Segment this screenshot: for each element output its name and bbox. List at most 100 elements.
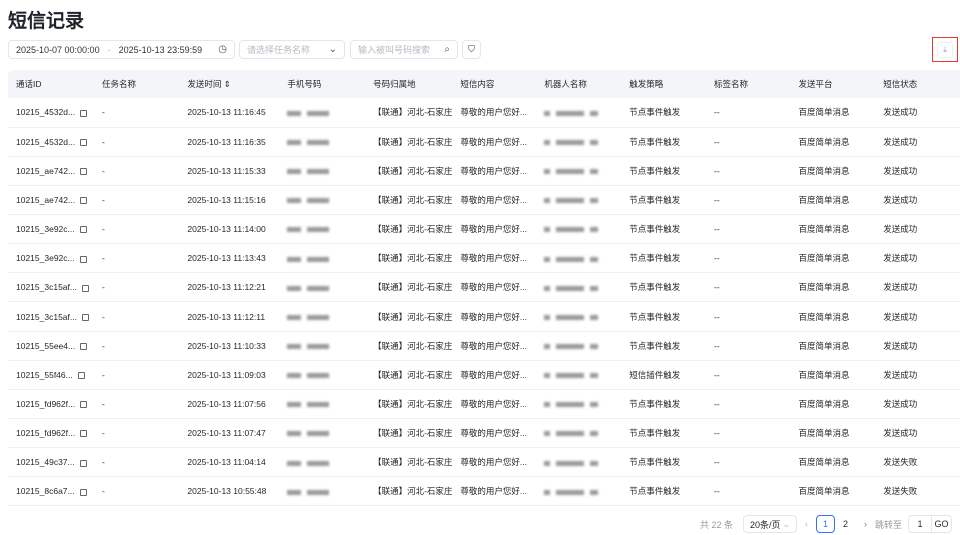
task-name: -: [101, 340, 105, 351]
sms-status: 发送成功: [883, 311, 918, 322]
table-row: 10215_3e92c... - 2025-10-13 11:14:00 【联通】河北…: [8, 214, 960, 245]
sms-content: 尊敬的用户您好...: [460, 457, 528, 468]
column-header: 机器人名称: [536, 70, 622, 98]
date-end: 2025-10-13 23:59:59: [118, 44, 203, 55]
page-1[interactable]: 1: [816, 515, 836, 533]
page-2[interactable]: 2: [843, 519, 849, 529]
trigger-strategy: 节点事件触发: [629, 194, 681, 205]
copy-icon[interactable]: [80, 401, 88, 409]
sms-status: 发送成功: [883, 136, 918, 147]
sms-content: 尊敬的用户您好...: [460, 253, 528, 264]
task-name: -: [101, 107, 105, 118]
phone-number-redacted: [287, 312, 335, 322]
filter-button[interactable]: ⛉: [462, 40, 481, 59]
trigger-strategy: 节点事件触发: [629, 253, 681, 264]
go-button[interactable]: GO: [932, 515, 953, 533]
task-name: -: [101, 136, 105, 147]
copy-icon[interactable]: [79, 459, 87, 467]
sms-content: 尊敬的用户您好...: [460, 136, 528, 147]
chevron-down-icon: ⌄: [782, 518, 791, 529]
table-row: 10215_fd962f... - 2025-10-13 11:07:56 【联通】河…: [8, 389, 960, 420]
jump-input[interactable]: 1: [908, 515, 933, 533]
copy-icon[interactable]: [79, 226, 87, 234]
table-row: 10215_ae742... - 2025-10-13 11:15:33 【联通】河北…: [8, 156, 960, 186]
task-name: -: [101, 398, 105, 409]
send-time: 2025-10-13 11:04:14: [187, 457, 266, 468]
call-id: 10215_3c15af...: [16, 282, 77, 293]
robot-name-redacted: [544, 399, 604, 409]
copy-icon[interactable]: [80, 430, 88, 438]
copy-icon[interactable]: [81, 313, 89, 321]
sms-status: 发送成功: [883, 253, 918, 264]
sms-content: 尊敬的用户您好...: [460, 107, 528, 118]
call-id: 10215_fd962f...: [16, 398, 76, 409]
trigger-strategy: 节点事件触发: [629, 107, 681, 118]
phone-number-redacted: [287, 457, 335, 467]
call-id: 10215_ae742...: [16, 194, 76, 205]
column-header[interactable]: 发送时间 ⇕: [179, 70, 280, 98]
tag-name: --: [714, 457, 720, 468]
send-platform: 百度简单消息: [798, 457, 850, 468]
prev-page-button[interactable]: ‹: [805, 519, 809, 529]
clock-icon: ◷: [218, 44, 227, 55]
table-row: 10215_4532d... - 2025-10-13 11:16:35 【联通】河北…: [8, 127, 960, 157]
send-platform: 百度简单消息: [798, 224, 850, 235]
copy-icon[interactable]: [81, 284, 89, 292]
sms-status: 发送成功: [883, 107, 918, 118]
number-location: 【联通】河北-石家庄: [373, 253, 453, 264]
column-header: 手机号码: [279, 70, 366, 98]
sms-status: 发送成功: [883, 165, 918, 176]
copy-icon[interactable]: [80, 342, 88, 350]
column-header: 发送平台: [790, 70, 876, 98]
number-location: 【联通】河北-石家庄: [373, 311, 453, 322]
send-platform: 百度简单消息: [798, 282, 850, 293]
phone-number-redacted: [287, 195, 335, 205]
send-time: 2025-10-13 11:15:33: [187, 165, 266, 176]
sms-status: 发送成功: [883, 428, 918, 439]
copy-icon[interactable]: [77, 372, 85, 380]
column-header: 任务名称: [93, 70, 180, 98]
pagination: 共 22 条 20条/页 ⌄ ‹ 1 2 › 跳转至 1 GO: [700, 515, 953, 533]
trigger-strategy: 节点事件触发: [629, 311, 681, 322]
number-location: 【联通】河北-石家庄: [373, 398, 453, 409]
page-size-select[interactable]: 20条/页 ⌄: [743, 515, 798, 533]
sms-records-table: 通话ID 任务名称 发送时间 ⇕ 手机号码 号码归属地 短信内容 机器人名称 触发策略 标签名称…: [8, 70, 960, 507]
task-name: -: [101, 224, 105, 235]
date-separator: -: [107, 44, 111, 55]
copy-icon[interactable]: [80, 138, 88, 146]
sms-content: 尊敬的用户您好...: [460, 398, 528, 409]
table-row: 10215_4532d... - 2025-10-13 11:16:45 【联通】河北…: [8, 98, 960, 128]
column-header: 短信状态: [875, 70, 960, 98]
table-row: 10215_49c37... - 2025-10-13 11:04:14 【联通】河北…: [8, 447, 960, 478]
copy-icon[interactable]: [80, 109, 88, 117]
robot-name-redacted: [544, 166, 604, 176]
sms-status: 发送成功: [883, 282, 918, 293]
table-row: 10215_8c6a7... - 2025-10-13 10:55:48 【联通】河北…: [8, 476, 960, 507]
jump-label: 跳转至: [875, 519, 903, 530]
export-button[interactable]: ⤓: [932, 37, 958, 62]
search-input[interactable]: 输入被叫号码搜索 ⌕: [350, 40, 458, 59]
trigger-strategy: 节点事件触发: [629, 165, 681, 176]
sms-content: 尊敬的用户您好...: [460, 428, 528, 439]
copy-icon[interactable]: [79, 488, 87, 496]
send-platform: 百度简单消息: [798, 165, 850, 176]
copy-icon[interactable]: [79, 255, 87, 263]
date-range-picker[interactable]: 2025-10-07 00:00:00 - 2025-10-13 23:59:5…: [8, 40, 235, 59]
table-row: 10215_3c15af... - 2025-10-13 11:12:21 【联通】河…: [8, 272, 960, 303]
robot-name-redacted: [544, 457, 604, 467]
next-page-button[interactable]: ›: [864, 519, 868, 529]
number-location: 【联通】河北-石家庄: [373, 194, 453, 205]
trigger-strategy: 节点事件触发: [629, 457, 681, 468]
call-id: 10215_55ee4...: [16, 340, 76, 351]
tag-name: --: [714, 340, 720, 351]
trigger-strategy: 短信插件触发: [629, 369, 681, 380]
search-placeholder: 输入被叫号码搜索: [358, 45, 431, 55]
task-select[interactable]: 请选择任务名称 ⌄: [239, 40, 345, 59]
copy-icon[interactable]: [80, 168, 88, 176]
sms-content: 尊敬的用户您好...: [460, 340, 528, 351]
table-row: 10215_55ee4... - 2025-10-13 11:10:33 【联通】河北…: [8, 331, 960, 361]
phone-number-redacted: [287, 107, 335, 117]
send-time: 2025-10-13 10:55:48: [187, 486, 267, 497]
sms-status: 发送成功: [883, 340, 918, 351]
copy-icon[interactable]: [80, 197, 88, 205]
